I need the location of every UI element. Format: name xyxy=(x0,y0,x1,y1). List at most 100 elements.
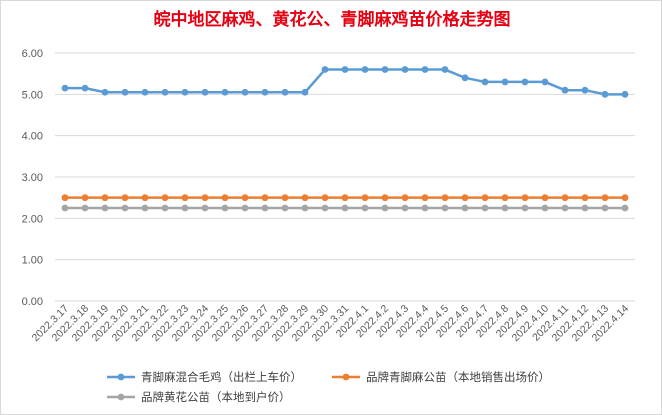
data-point xyxy=(481,204,489,212)
data-point xyxy=(341,204,349,212)
data-point xyxy=(561,194,569,202)
data-point xyxy=(541,194,549,202)
data-point xyxy=(521,78,529,86)
data-point xyxy=(501,78,509,86)
data-point xyxy=(401,66,409,73)
data-point xyxy=(601,194,609,202)
data-point xyxy=(121,194,129,202)
legend-label: 品牌黄花公苗（本地到户价） xyxy=(141,390,291,404)
data-point xyxy=(621,90,629,98)
data-point xyxy=(461,74,469,82)
data-point xyxy=(521,194,529,202)
data-point xyxy=(181,204,189,212)
data-point xyxy=(201,88,209,96)
legend-label: 青脚麻混合毛鸡（出栏上车价） xyxy=(141,370,302,384)
data-point xyxy=(101,204,109,212)
data-point xyxy=(581,86,589,94)
data-point xyxy=(241,88,249,96)
data-point xyxy=(161,194,169,202)
series-line xyxy=(65,68,625,96)
data-point xyxy=(61,84,69,92)
data-point xyxy=(261,204,269,212)
legend-marker xyxy=(342,373,350,381)
data-point xyxy=(361,66,369,73)
data-point xyxy=(621,194,629,202)
data-point xyxy=(561,86,569,94)
x-axis-ticks: 2022.3.172022.3.182022.3.192022.3.202022… xyxy=(30,303,632,345)
data-point xyxy=(321,66,329,73)
data-point xyxy=(581,194,589,202)
data-point xyxy=(601,90,609,98)
data-point xyxy=(561,204,569,212)
data-point xyxy=(581,204,589,212)
data-point xyxy=(601,204,609,212)
data-point xyxy=(261,194,269,202)
data-point xyxy=(381,194,389,202)
data-point xyxy=(501,194,509,202)
data-point xyxy=(281,88,289,96)
data-point xyxy=(141,88,149,96)
data-point xyxy=(361,194,369,202)
data-point xyxy=(421,194,429,202)
legend-item-2: 品牌青脚麻公苗（本地销售出场价） xyxy=(332,370,550,384)
data-point xyxy=(161,88,169,96)
data-point xyxy=(621,204,629,212)
series-3 xyxy=(61,204,629,212)
data-point xyxy=(141,194,149,202)
data-point xyxy=(361,204,369,212)
y-axis-ticks: 0.00 1.00 2.00 3.00 4.00 5.00 6.00 xyxy=(22,48,43,308)
data-point xyxy=(181,88,189,96)
y-tick-label: 3.00 xyxy=(22,172,43,184)
data-point xyxy=(81,204,89,212)
data-point xyxy=(381,66,389,73)
data-point xyxy=(121,204,129,212)
data-point xyxy=(221,88,229,96)
data-point xyxy=(261,88,269,96)
data-point xyxy=(81,194,89,202)
data-point xyxy=(541,204,549,212)
data-point xyxy=(101,88,109,96)
legend-marker xyxy=(117,373,125,381)
data-point xyxy=(221,204,229,212)
data-point xyxy=(201,194,209,202)
y-tick-label: 6.00 xyxy=(22,48,43,60)
data-point xyxy=(181,194,189,202)
data-point xyxy=(201,204,209,212)
gridlines xyxy=(55,52,635,302)
series-group xyxy=(61,66,629,212)
data-point xyxy=(441,204,449,212)
y-tick-label: 4.00 xyxy=(22,131,43,143)
series-1 xyxy=(61,66,629,98)
legend-item-1: 青脚麻混合毛鸡（出栏上车价） xyxy=(107,370,302,384)
data-point xyxy=(221,194,229,202)
data-point xyxy=(421,66,429,73)
legend-label: 品牌青脚麻公苗（本地销售出场价） xyxy=(366,370,550,384)
data-point xyxy=(61,194,69,202)
data-point xyxy=(441,194,449,202)
data-point xyxy=(141,204,149,212)
data-point xyxy=(321,194,329,202)
data-point xyxy=(241,204,249,212)
series-2 xyxy=(61,194,629,202)
y-tick-label: 2.00 xyxy=(22,213,43,225)
data-point xyxy=(121,88,129,96)
data-point xyxy=(281,194,289,202)
y-tick-label: 5.00 xyxy=(22,89,43,101)
data-point xyxy=(321,204,329,212)
legend: 青脚麻混合毛鸡（出栏上车价） 品牌青脚麻公苗（本地销售出场价） 品牌黄花公苗（本地到… xyxy=(107,370,550,404)
data-point xyxy=(421,204,429,212)
data-point xyxy=(461,194,469,202)
data-point xyxy=(161,204,169,212)
y-tick-label: 1.00 xyxy=(22,255,43,267)
data-point xyxy=(101,194,109,202)
data-point xyxy=(401,194,409,202)
legend-item-3: 品牌黄花公苗（本地到户价） xyxy=(107,390,291,404)
data-point xyxy=(61,204,69,212)
data-point xyxy=(301,204,309,212)
data-point xyxy=(341,194,349,202)
data-point xyxy=(401,204,409,212)
data-point xyxy=(301,194,309,202)
data-point xyxy=(541,78,549,86)
legend-marker xyxy=(117,393,125,401)
data-point xyxy=(81,84,89,92)
